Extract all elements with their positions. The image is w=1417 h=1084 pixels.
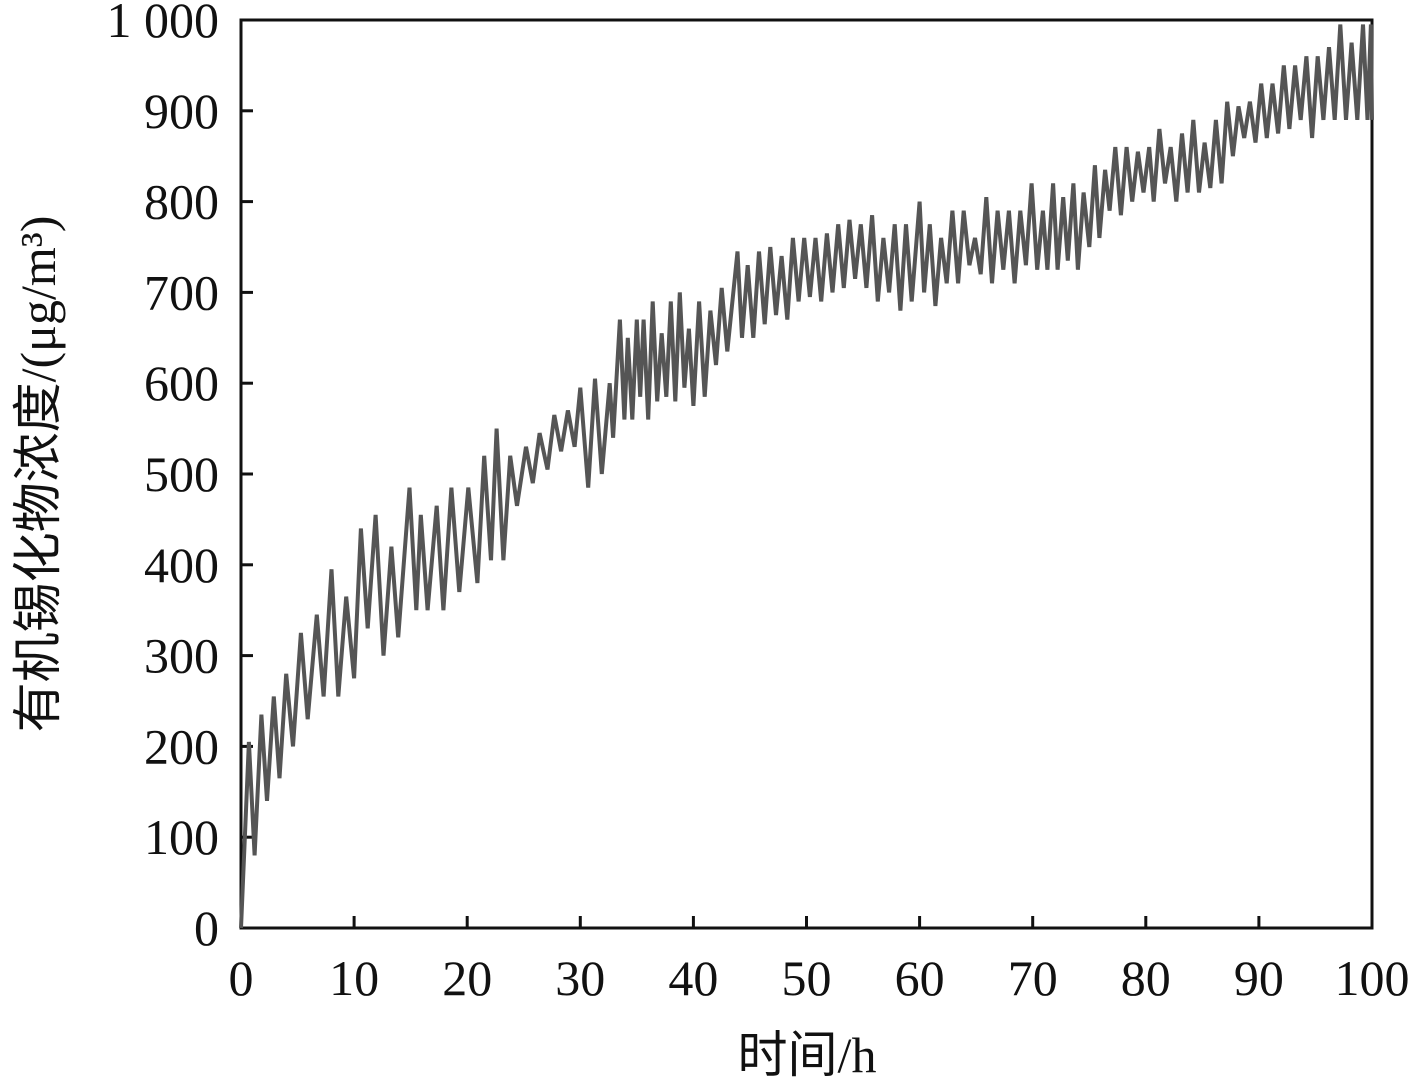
x-tick-label: 0 bbox=[229, 950, 254, 1006]
y-axis-label: 有机锡化物浓度/(μg/m³) bbox=[10, 216, 66, 733]
y-tick-label: 1 000 bbox=[107, 0, 220, 48]
y-tick-label: 300 bbox=[144, 628, 219, 684]
x-tick-label: 50 bbox=[782, 950, 832, 1006]
x-tick-label: 80 bbox=[1121, 950, 1171, 1006]
data-line bbox=[239, 24, 1374, 929]
x-tick-label: 100 bbox=[1335, 950, 1410, 1006]
y-tick-label: 900 bbox=[144, 83, 219, 139]
y-tick-label: 400 bbox=[144, 537, 219, 593]
x-tick-label: 40 bbox=[668, 950, 718, 1006]
y-tick-label: 0 bbox=[194, 900, 219, 956]
y-tick-label: 600 bbox=[144, 355, 219, 411]
x-tick-label: 60 bbox=[895, 950, 945, 1006]
x-tick-label: 30 bbox=[555, 950, 605, 1006]
x-tick-label: 20 bbox=[442, 950, 492, 1006]
x-axis-label: 时间/h bbox=[738, 1027, 877, 1079]
y-tick-label: 800 bbox=[144, 174, 219, 230]
x-tick-label: 90 bbox=[1234, 950, 1284, 1006]
y-tick-label: 500 bbox=[144, 446, 219, 502]
x-tick-label: 70 bbox=[1008, 950, 1058, 1006]
x-tick-label: 10 bbox=[329, 950, 379, 1006]
y-tick-label: 700 bbox=[144, 264, 219, 320]
y-tick-label: 200 bbox=[144, 718, 219, 774]
y-tick-label: 100 bbox=[144, 809, 219, 865]
